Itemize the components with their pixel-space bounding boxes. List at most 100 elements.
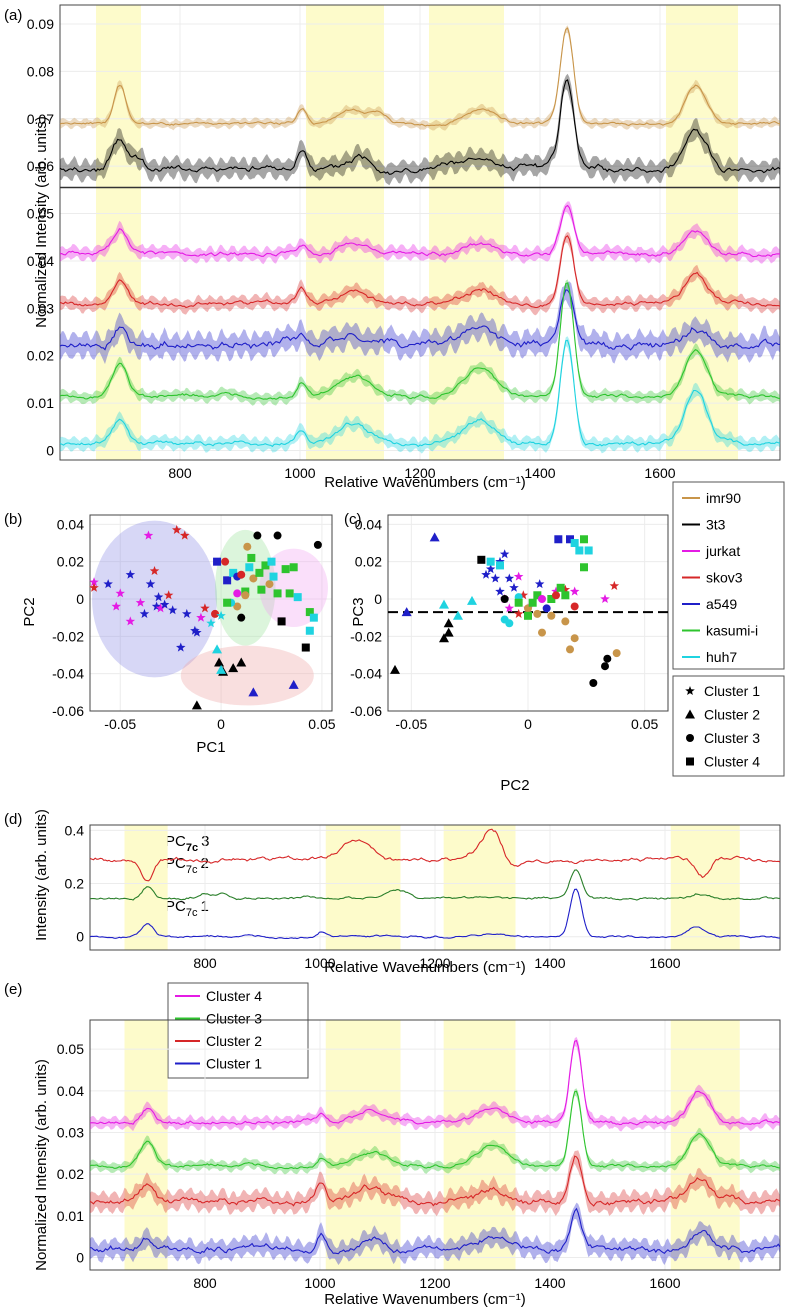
y-tick-label: 0.2 bbox=[65, 876, 85, 892]
xlabel-a: Relative Wavenumbers (cm⁻¹) bbox=[324, 474, 526, 491]
y-tick-label: 0.08 bbox=[27, 63, 54, 79]
xlabel-b: PC1 bbox=[196, 739, 225, 756]
scatter-point bbox=[518, 590, 529, 600]
highlight-band bbox=[124, 1020, 168, 1270]
y-tick-label: -0.02 bbox=[350, 628, 382, 644]
highlight-band bbox=[325, 825, 401, 950]
y-tick-label: 0.03 bbox=[27, 300, 54, 316]
scatter-point bbox=[245, 563, 254, 572]
scatter-point bbox=[477, 555, 486, 564]
panel-label-a: (a) bbox=[4, 7, 22, 24]
scatter-point bbox=[538, 595, 546, 603]
legend-label: 3t3 bbox=[706, 517, 726, 533]
x-tick-label: -0.05 bbox=[104, 716, 136, 732]
x-tick-label: 1000 bbox=[304, 1275, 335, 1291]
scatter-point bbox=[401, 607, 412, 617]
scatter-point bbox=[288, 679, 299, 689]
scatter-point bbox=[561, 591, 570, 600]
ylabel-e: Normalized Intensity (arb. units) bbox=[33, 1059, 50, 1271]
legend-label: Cluster 3 bbox=[704, 730, 760, 746]
highlight-band bbox=[96, 5, 141, 460]
scatter-point bbox=[496, 561, 504, 570]
scatter-point bbox=[514, 598, 523, 607]
scatter-point bbox=[513, 608, 524, 618]
scatter-point bbox=[570, 602, 579, 611]
scatter-point bbox=[163, 590, 174, 600]
legend-clusters: Cluster 4 Cluster 3 Cluster 2 Cluster 1 bbox=[167, 982, 309, 1079]
scatter-point bbox=[277, 617, 286, 626]
x-tick-label: 1400 bbox=[534, 1275, 565, 1291]
panel-label-d: (d) bbox=[4, 811, 22, 828]
scatter-point bbox=[159, 599, 170, 609]
scatter-point bbox=[192, 627, 202, 637]
x-tick-label: 800 bbox=[168, 465, 192, 481]
legend-label: huh7 bbox=[706, 649, 737, 665]
scatter-point bbox=[481, 569, 491, 579]
scatter-point bbox=[216, 664, 227, 674]
panel-c: -0.05 0 0.05 -0.06 -0.04 -0.02 0 0.02 0.04 bbox=[350, 514, 669, 732]
x-tick-label: 0 bbox=[524, 716, 532, 732]
scatter-point bbox=[528, 598, 537, 607]
scatter-point bbox=[580, 563, 588, 572]
scatter-point bbox=[243, 542, 252, 551]
series-line-PC7c-3 bbox=[89, 828, 781, 882]
pc2-label: PC7c2 bbox=[165, 855, 209, 876]
scatter-point bbox=[561, 617, 570, 626]
scatter-point bbox=[490, 573, 501, 583]
x-tick-label: 0.05 bbox=[631, 716, 658, 732]
series-line-Cluster-3 bbox=[89, 1090, 781, 1170]
scatter-point bbox=[216, 610, 226, 620]
scatter-point bbox=[191, 700, 202, 710]
series-line-huh7 bbox=[59, 339, 781, 448]
scatter-point bbox=[221, 557, 230, 566]
scatter-point bbox=[453, 610, 463, 620]
y-tick-label: 0.01 bbox=[57, 1208, 84, 1224]
scatter-point bbox=[429, 532, 440, 542]
scatter-point bbox=[443, 627, 454, 637]
scatter-point bbox=[237, 613, 246, 622]
scatter-point bbox=[552, 591, 560, 600]
scatter-point bbox=[504, 603, 515, 613]
scatter-point bbox=[237, 570, 246, 579]
legend-markers: Cluster 1 Cluster 2 Cluster 3 Cluster 4 bbox=[672, 675, 785, 777]
scatter-point bbox=[486, 557, 495, 566]
scatter-point bbox=[196, 612, 206, 622]
y-tick-label: 0.01 bbox=[27, 395, 54, 411]
highlight-band bbox=[443, 1020, 516, 1270]
scatter-point bbox=[212, 644, 223, 654]
scatter-point bbox=[153, 592, 164, 602]
highlight-band bbox=[443, 825, 516, 950]
scatter-point bbox=[390, 664, 400, 674]
scatter-point bbox=[467, 595, 477, 605]
scatter-point bbox=[247, 553, 256, 562]
scatter-point bbox=[281, 565, 290, 574]
scatter-point bbox=[172, 524, 182, 534]
legend-label: Cluster 2 bbox=[206, 1033, 262, 1049]
scatter-point bbox=[265, 580, 274, 589]
scatter-point bbox=[560, 584, 571, 594]
series-line-Cluster-1 bbox=[89, 1207, 781, 1255]
scatter-point bbox=[600, 594, 610, 603]
scatter-point bbox=[255, 568, 264, 577]
scatter-point bbox=[533, 609, 542, 618]
scatter-point bbox=[228, 663, 239, 673]
y-tick-label: 0.02 bbox=[27, 348, 54, 364]
pc1-label: PC7c1 bbox=[165, 898, 209, 919]
x-tick-label: 1600 bbox=[644, 465, 675, 481]
scatter-point bbox=[551, 586, 561, 596]
scatter-point bbox=[223, 576, 232, 585]
scatter-point bbox=[151, 601, 162, 611]
y-tick-label: 0 bbox=[76, 929, 84, 945]
scatter-point bbox=[538, 628, 546, 637]
y-tick-label: 0.02 bbox=[57, 1166, 84, 1182]
y-tick-label: 0.02 bbox=[57, 554, 84, 570]
scatter-point bbox=[554, 535, 563, 544]
scatter-point bbox=[505, 619, 514, 628]
scatter-point bbox=[213, 557, 222, 566]
scatter-point bbox=[439, 633, 449, 643]
y-tick-label: 0.4 bbox=[65, 822, 85, 838]
x-tick-label: 800 bbox=[193, 1275, 217, 1291]
series-band-jurkat bbox=[60, 201, 780, 265]
x-tick-label: 0 bbox=[217, 716, 225, 732]
